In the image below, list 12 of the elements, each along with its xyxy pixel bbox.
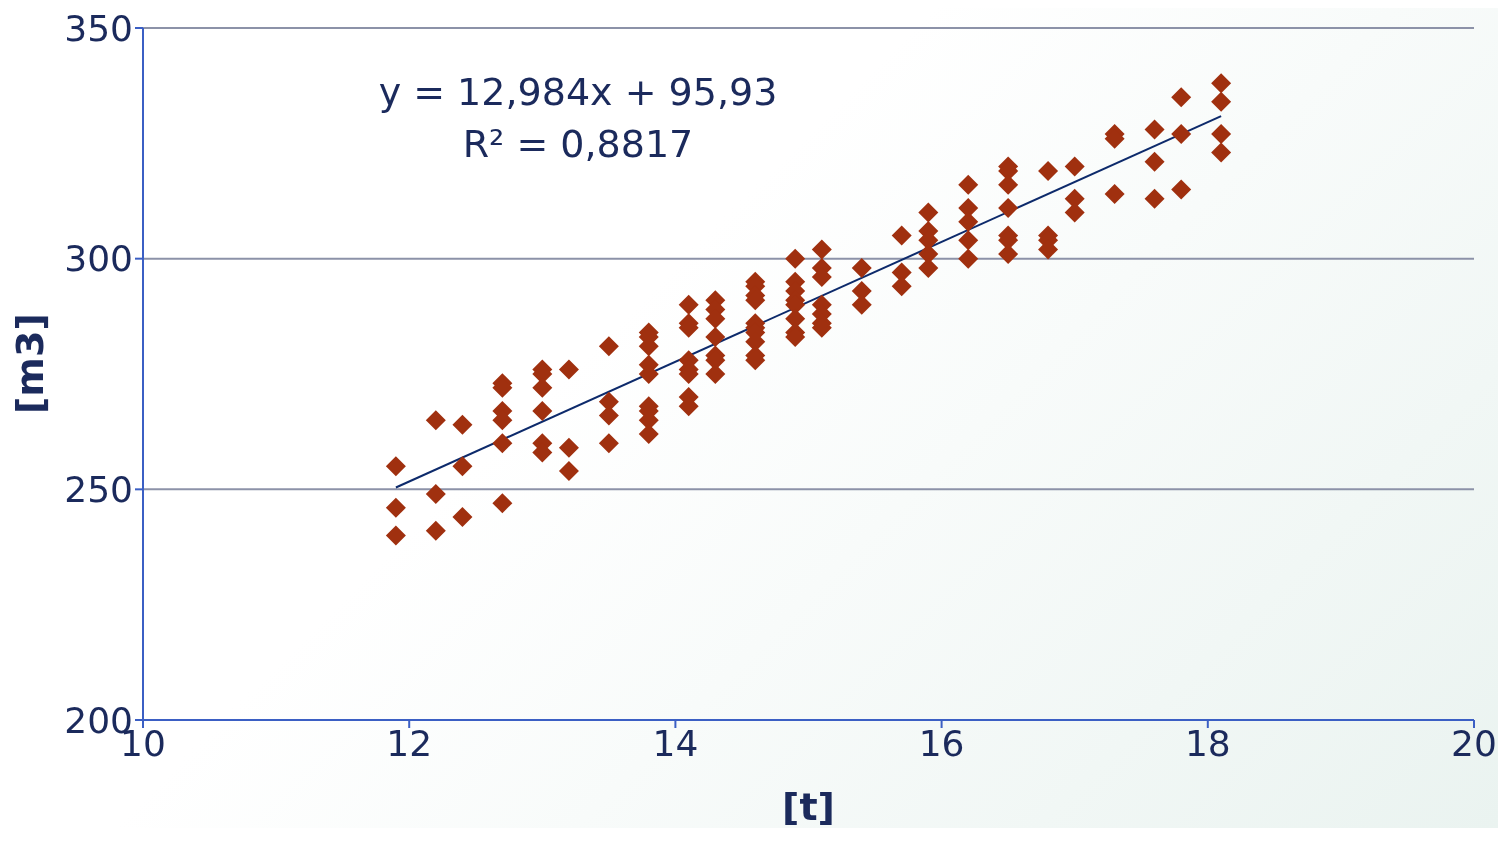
y-tick-label: 300 [64, 238, 133, 280]
annotation: y = 12,984x + 95,93 [377, 69, 779, 116]
x-tick-label: 20 [1451, 722, 1497, 764]
x-axis-title: [t] [782, 785, 835, 829]
annotation: R² = 0,8817 [461, 121, 695, 168]
y-tick-label: 350 [64, 7, 133, 49]
y-axis-title: [m3] [8, 313, 53, 414]
x-tick-label: 12 [386, 722, 433, 764]
y-tick-label: 250 [64, 469, 133, 511]
x-tick-label: 14 [652, 722, 699, 764]
x-tick-label: 16 [918, 722, 965, 764]
x-tick-label: 18 [1184, 722, 1231, 764]
